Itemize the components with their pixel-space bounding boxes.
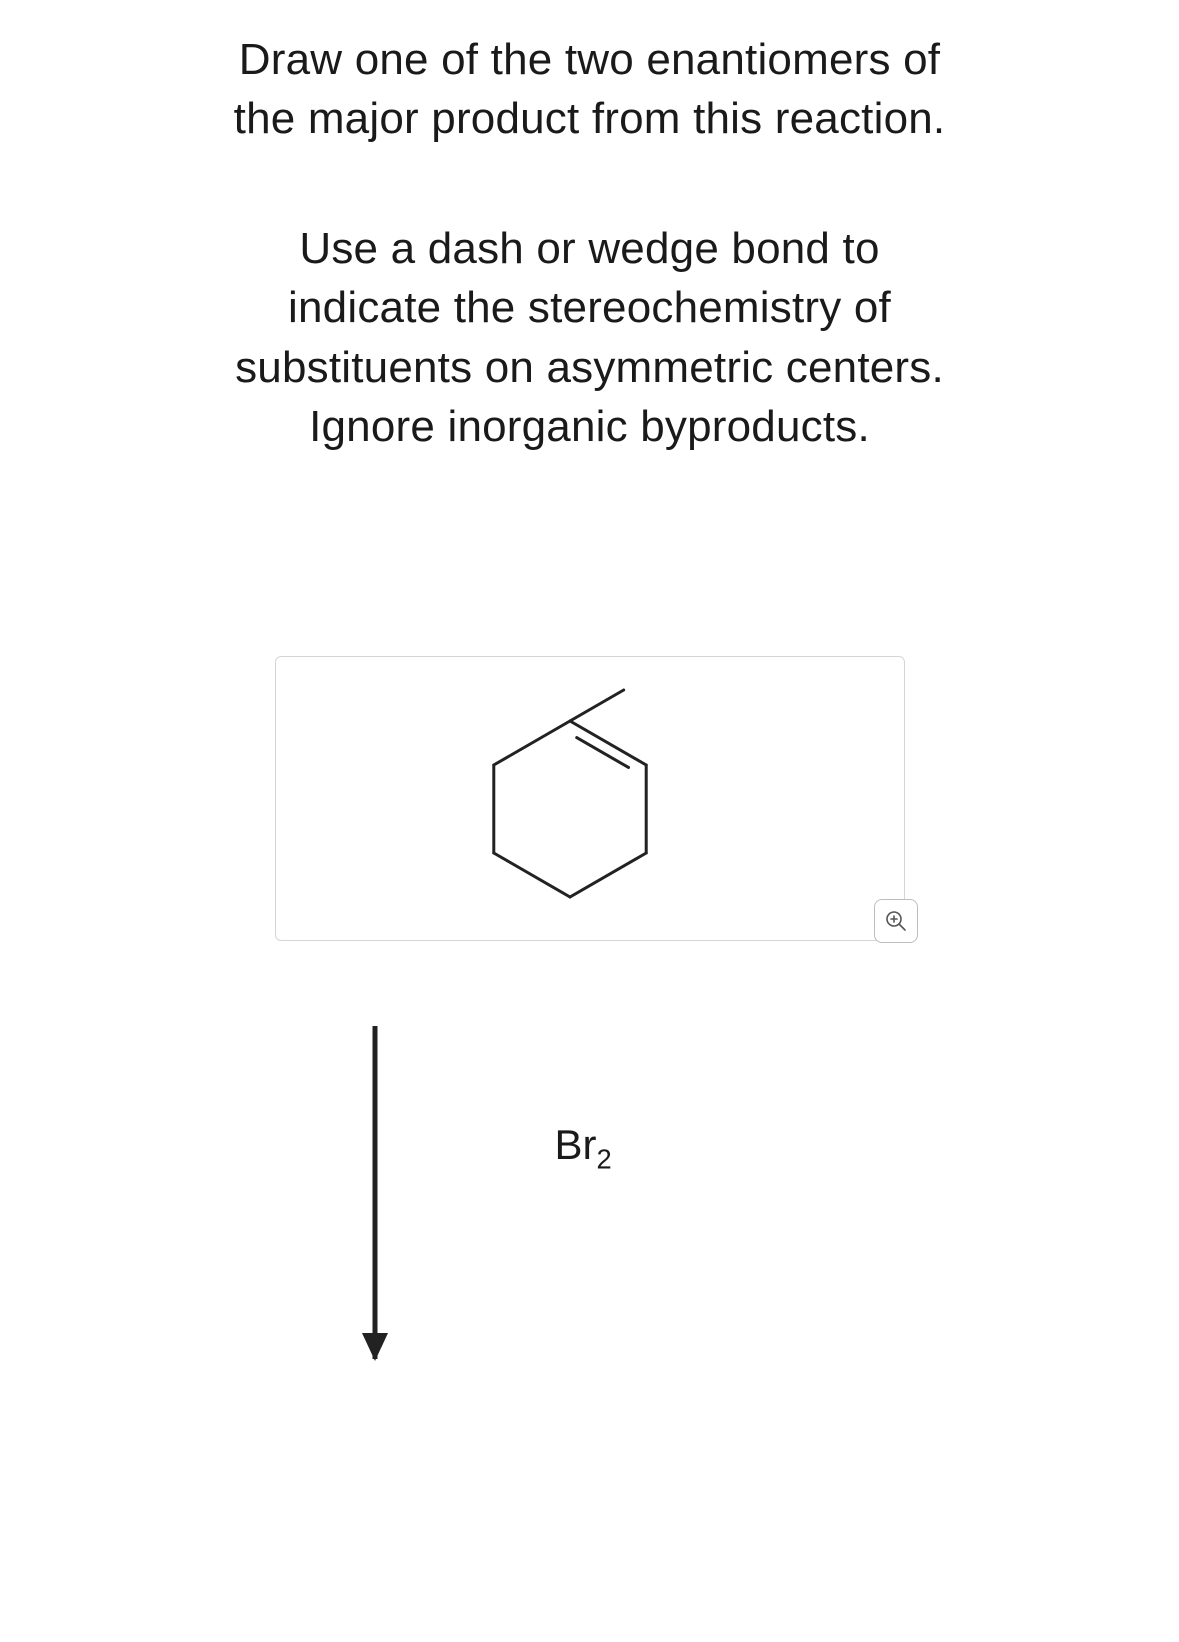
zoom-in-icon [884, 909, 908, 933]
reagent-base: Br [555, 1121, 597, 1168]
reaction-arrow [345, 1021, 405, 1381]
structure-panel[interactable] [275, 656, 905, 941]
reaction-arrow-region: Br2 [275, 1021, 905, 1401]
prompt-line: indicate the stereochemistry of [60, 278, 1119, 337]
zoom-button[interactable] [874, 899, 918, 943]
prompt-line: substituents on asymmetric centers. [60, 338, 1119, 397]
reagent-subscript: 2 [597, 1144, 612, 1175]
prompt-line: Use a dash or wedge bond to [60, 219, 1119, 278]
prompt-line: Draw one of the two enantiomers of [60, 30, 1119, 89]
prompt-line: Ignore inorganic byproducts. [60, 397, 1119, 456]
reagent-label: Br2 [555, 1121, 612, 1175]
prompt-line: the major product from this reaction. [60, 89, 1119, 148]
molecule-drawing [460, 669, 720, 929]
question-prompt: Draw one of the two enantiomers of the m… [60, 30, 1119, 456]
